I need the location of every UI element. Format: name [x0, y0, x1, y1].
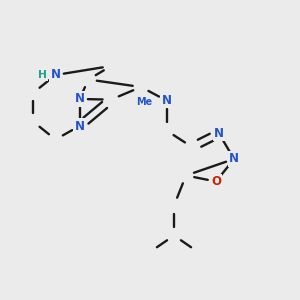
Text: N: N: [214, 127, 224, 140]
Text: N: N: [229, 152, 239, 166]
Text: N: N: [161, 94, 172, 107]
Text: N: N: [50, 68, 61, 82]
Text: N: N: [74, 119, 85, 133]
Text: Me: Me: [136, 97, 152, 107]
Text: O: O: [211, 175, 221, 188]
Text: N: N: [74, 92, 85, 106]
Text: H: H: [38, 70, 46, 80]
